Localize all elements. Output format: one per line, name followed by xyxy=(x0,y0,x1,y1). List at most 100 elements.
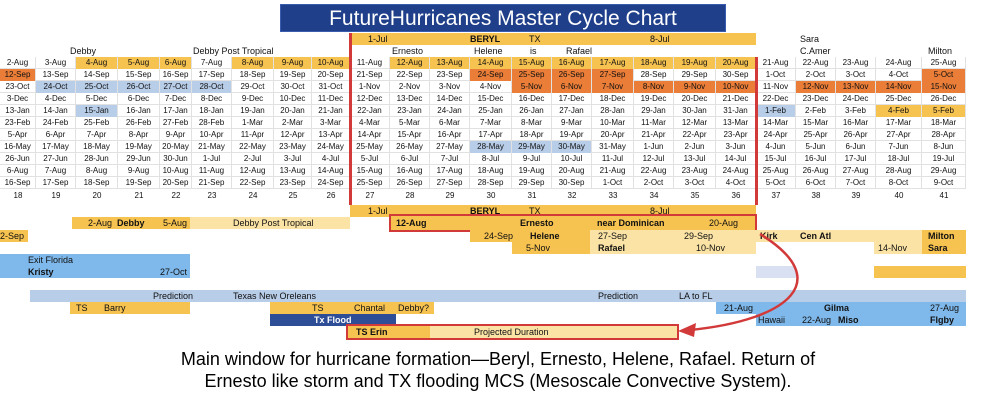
date-cell: 8-Aug xyxy=(232,57,274,69)
date-cell: 5-Mar xyxy=(390,117,430,129)
date-cell: 15-Sep xyxy=(118,69,160,81)
date-cell: 5-Oct xyxy=(922,69,966,81)
date-cell: 24-Apr xyxy=(756,129,796,141)
date-row xyxy=(0,153,966,165)
date-cell: 25-Sep xyxy=(512,69,552,81)
date-cell: 7-Nov xyxy=(592,81,634,93)
date-cell: 5-Jun xyxy=(796,141,836,153)
debby-aug2: 2-Aug xyxy=(88,218,113,228)
cycle-number-cell: 38 xyxy=(811,191,821,200)
date-cell: 19-May xyxy=(118,141,160,153)
date-cell: 7-Oct xyxy=(836,177,876,189)
date-cell: 29-Aug xyxy=(922,165,966,177)
date-cell: 6-Jul xyxy=(390,153,430,165)
date-cell: 26-Jan xyxy=(512,105,552,117)
date-cell: 13-Jan xyxy=(0,105,36,117)
rafael-end: 10-Nov xyxy=(696,243,726,253)
date-cell: 21-Jan xyxy=(312,105,350,117)
date-cell: 5-Aug xyxy=(118,57,160,69)
date-cell: 3-Feb xyxy=(836,105,876,117)
date-cell: 7-Aug xyxy=(192,57,232,69)
barry-label: Barry xyxy=(104,303,126,313)
date-row xyxy=(0,177,966,189)
date-cell: 18-Sep xyxy=(76,177,118,189)
curved-arrow-icon xyxy=(678,232,799,337)
kristy-label: Kristy xyxy=(28,267,54,277)
cycle-number-cell: 31 xyxy=(527,191,537,200)
chart-title: FutureHurricanes Master Cycle Chart xyxy=(280,4,726,32)
date-cell: 7-Apr xyxy=(76,129,118,141)
date-cell: 9-Dec xyxy=(232,93,274,105)
gilma-label: Gilma xyxy=(824,303,850,313)
date-cell: 30-Sep xyxy=(716,69,756,81)
date-cell: 26-Aug xyxy=(796,165,836,177)
date-cell: 13-Mar xyxy=(716,117,756,129)
date-cell: 26-Oct xyxy=(118,81,160,93)
sara-follow-band xyxy=(874,266,966,278)
aug27-label: 27-Aug xyxy=(930,303,960,313)
date-cell: 22-Aug xyxy=(634,165,674,177)
debby-name: Debby xyxy=(117,218,145,228)
cycle-number-cell: 24 xyxy=(248,191,258,200)
date-cell: 25-Aug xyxy=(922,57,966,69)
date-cell: 8-Nov xyxy=(634,81,674,93)
top-milton-label: Milton xyxy=(928,46,953,56)
date-cell: 31-Jan xyxy=(716,105,756,117)
date-row xyxy=(0,105,966,117)
date-cell: 22-Sep xyxy=(390,69,430,81)
date-cell: 4-Jul xyxy=(312,153,350,165)
date-cell: 12-Aug xyxy=(232,165,274,177)
date-cell: 27-May xyxy=(430,141,470,153)
date-cell: 16-Jul xyxy=(796,153,836,165)
date-cell: 18-May xyxy=(76,141,118,153)
cycle-number-cell: 18 xyxy=(13,191,23,200)
date-cell: 18-Aug xyxy=(470,165,512,177)
date-cell: 9-Apr xyxy=(160,129,192,141)
date-cell: 16-Aug xyxy=(552,57,592,69)
date-cell: 25-Feb xyxy=(76,117,118,129)
date-cell: 19-Aug xyxy=(512,165,552,177)
date-row xyxy=(0,117,966,129)
date-cell: 15-Aug xyxy=(350,165,390,177)
hawaii-label: Hawaii xyxy=(758,315,786,325)
top-jul8-label: 8-Jul xyxy=(650,34,670,44)
cycle-number-cell: 22 xyxy=(171,191,181,200)
date-row xyxy=(0,165,966,177)
beryl-jul1: 1-Jul xyxy=(368,206,388,216)
date-cell: 25-Apr xyxy=(796,129,836,141)
date-cell: 15-Aug xyxy=(512,57,552,69)
date-cell: 19-Jul xyxy=(922,153,966,165)
cycle-number-cell: 19 xyxy=(51,191,61,200)
date-cell: 20-Aug xyxy=(552,165,592,177)
date-cell: 1-Feb xyxy=(756,105,796,117)
date-cell: 1-Oct xyxy=(756,69,796,81)
date-cell: 30-Jan xyxy=(674,105,716,117)
date-cell: 2-Feb xyxy=(796,105,836,117)
date-cell: 17-May xyxy=(36,141,76,153)
date-cell: 2-Oct xyxy=(796,69,836,81)
oct27-label: 27-Oct xyxy=(160,267,188,277)
date-cell: 19-Apr xyxy=(552,129,592,141)
sep2-label: 2-Sep xyxy=(0,231,25,241)
date-cell: 12-Sep xyxy=(0,69,36,81)
tx-flood-label: Tx Flood xyxy=(314,315,352,325)
debby-post-tropical: Debby Post Tropical xyxy=(233,218,314,228)
cycle-number-cell: 30 xyxy=(486,191,496,200)
date-cell: 17-Dec xyxy=(552,93,592,105)
date-cell: 27-Sep xyxy=(430,177,470,189)
beryl-name: BERYL xyxy=(470,206,501,216)
date-cell: 12-Aug xyxy=(390,57,430,69)
helene-band-dark xyxy=(470,230,590,242)
date-cell: 14-Aug xyxy=(470,57,512,69)
cycle-number-cell: 28 xyxy=(405,191,415,200)
date-cell: 21-May xyxy=(192,141,232,153)
date-cell: 28-Jan xyxy=(592,105,634,117)
aug22-label: 22-Aug xyxy=(802,315,832,325)
date-cell: 27-Aug xyxy=(836,165,876,177)
ernesto-start: 12-Aug xyxy=(396,218,427,228)
prediction-band-1 xyxy=(30,290,380,302)
date-cell: 4-Feb xyxy=(876,105,922,117)
date-cell: 24-Dec xyxy=(836,93,876,105)
date-cell: 27-Apr xyxy=(876,129,922,141)
date-cell: 15-Nov xyxy=(922,81,966,93)
